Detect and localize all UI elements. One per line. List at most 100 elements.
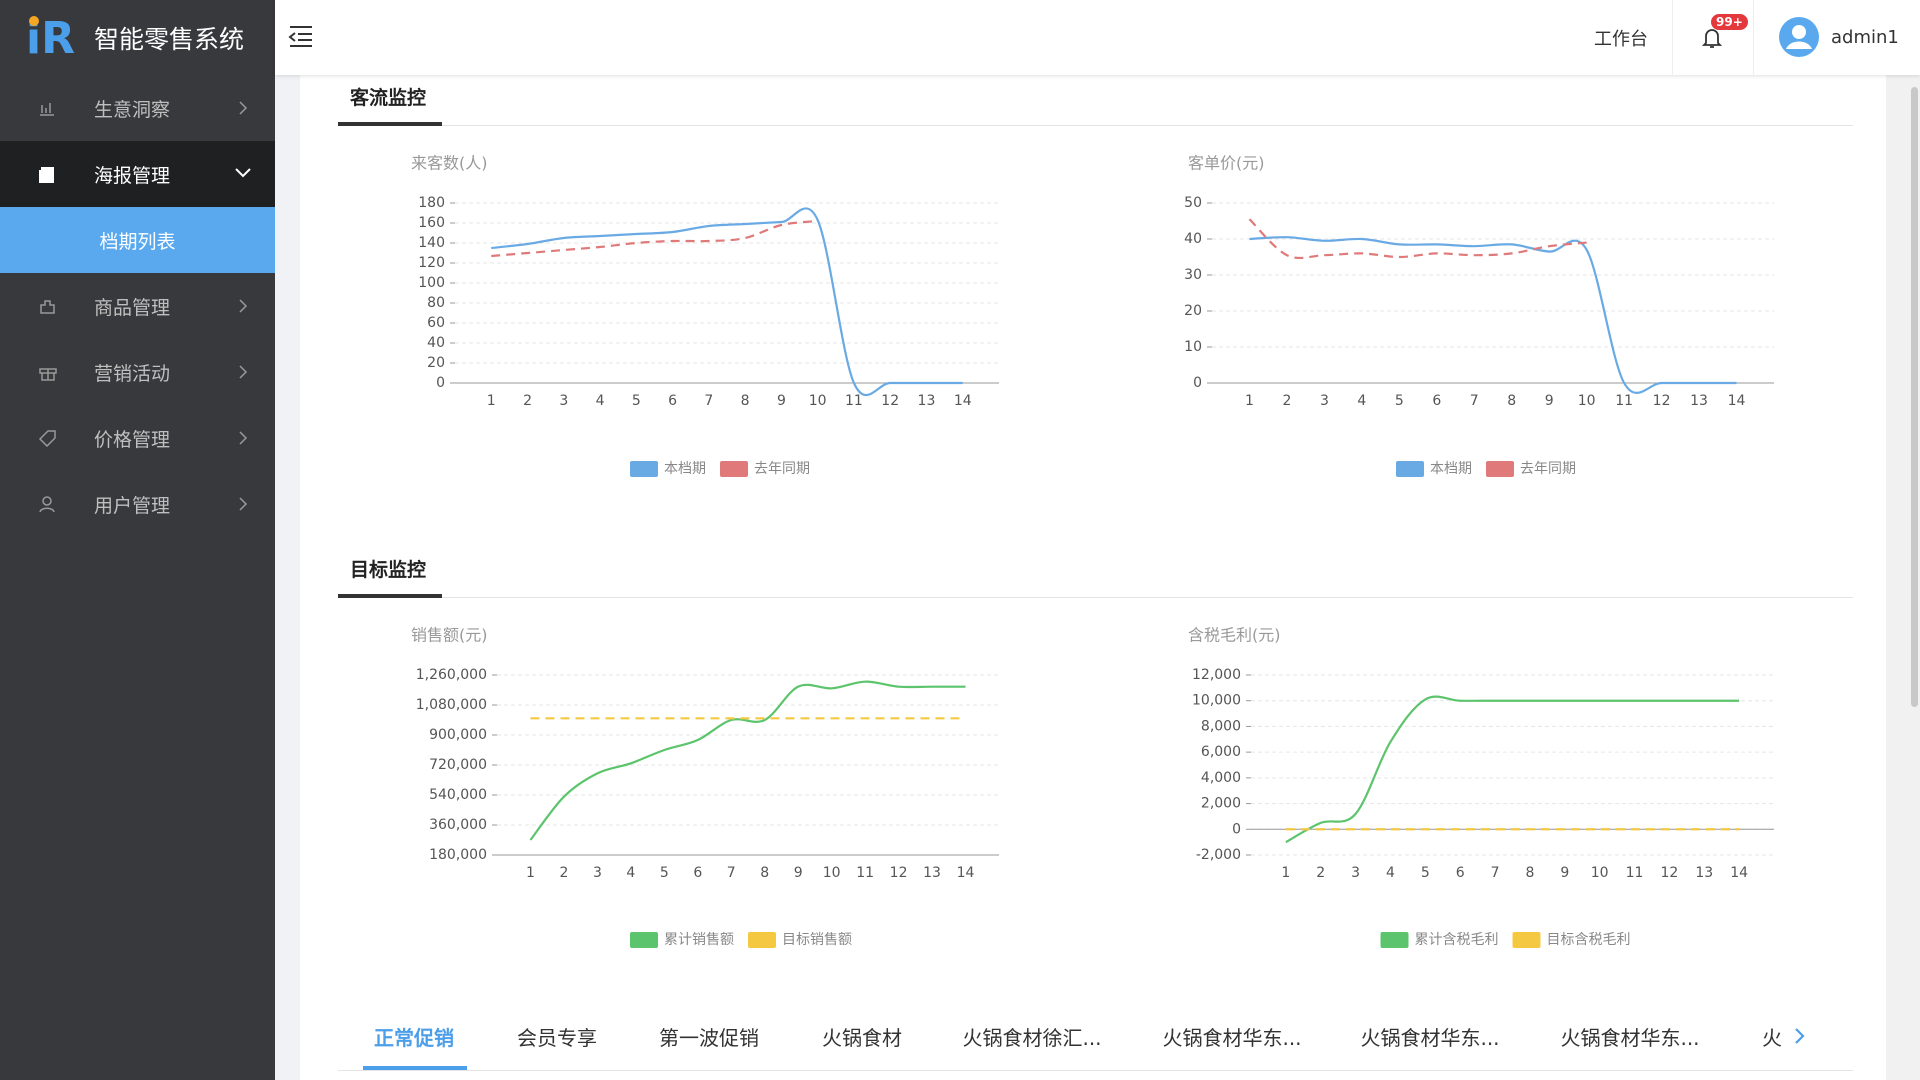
legend-swatch <box>720 461 748 477</box>
y-tick-label: 360,000 <box>429 817 487 833</box>
x-tick-label: 1 <box>1245 393 1254 409</box>
x-tick-label: 13 <box>1690 393 1708 409</box>
x-tick-label: 6 <box>668 393 677 409</box>
menu-item[interactable]: 营销活动 <box>0 339 275 405</box>
y-axis-title: 客单价(元) <box>1188 154 1265 173</box>
bell[interactable] <box>1702 26 1722 50</box>
x-tick-label: 14 <box>1728 393 1746 409</box>
y-tick-label: 40 <box>1184 231 1202 247</box>
y-tick-label: 1,260,000 <box>416 667 487 683</box>
x-tick-label: 6 <box>1432 393 1441 409</box>
badge: 99+ <box>1711 14 1748 30</box>
tab[interactable]: 火锅食材 <box>822 1026 902 1050</box>
workbench-link[interactable]: 工作台 <box>1594 29 1648 50</box>
y-tick-label: 50 <box>1184 195 1202 211</box>
y-tick-label: 180,000 <box>429 847 487 863</box>
y-tick-label: 8,000 <box>1201 718 1241 734</box>
x-tick-label: 12 <box>1653 393 1671 409</box>
scroll-thumb[interactable] <box>1911 87 1918 707</box>
legend-swatch <box>1486 461 1514 477</box>
legend-swatch <box>630 461 658 477</box>
x-tick-label: 6 <box>693 865 702 881</box>
tab[interactable]: 火 <box>1762 1026 1782 1050</box>
divider <box>1753 0 1754 75</box>
tab[interactable]: 火锅食材华东... <box>1560 1026 1700 1050</box>
y-tick-label: 180 <box>418 195 445 211</box>
chevron <box>239 431 248 445</box>
x-tick-label: 11 <box>1626 865 1644 881</box>
x-tick-label: 7 <box>704 393 713 409</box>
brand-name: 智能零售系统 <box>94 24 245 54</box>
y-tick-label: 10 <box>1184 339 1202 355</box>
x-tick-label: 7 <box>1470 393 1479 409</box>
tab[interactable]: 火锅食材华东... <box>1360 1026 1500 1050</box>
chevron <box>239 101 248 115</box>
y-tick-label: 0 <box>1232 821 1241 837</box>
legend-label: 去年同期 <box>1520 461 1576 477</box>
y-axis-title: 销售额(元) <box>411 626 488 645</box>
legend-label: 累计销售额 <box>664 932 734 948</box>
menu-item[interactable]: 用户管理 <box>0 471 275 537</box>
y-tick-label: 100 <box>418 275 445 291</box>
tab[interactable]: 第一波促销 <box>659 1026 759 1050</box>
menu-item[interactable]: 商品管理 <box>0 273 275 339</box>
y-tick-label: 20 <box>1184 303 1202 319</box>
x-tick-label: 11 <box>856 865 874 881</box>
legend-label: 去年同期 <box>754 461 810 477</box>
legend-swatch <box>1396 461 1424 477</box>
x-tick-label: 13 <box>1695 865 1713 881</box>
avatar[interactable] <box>1778 16 1820 58</box>
section-rule <box>338 122 1853 126</box>
y-tick-label: 0 <box>436 375 445 391</box>
legend-swatch <box>630 932 658 948</box>
x-tick-label: 5 <box>1395 393 1404 409</box>
tab[interactable]: 火锅食材徐汇... <box>962 1026 1102 1050</box>
y-tick-label: 30 <box>1184 267 1202 283</box>
menu-item[interactable]: 价格管理 <box>0 405 275 471</box>
x-tick-label: 2 <box>1282 393 1291 409</box>
y-tick-label: 120 <box>418 255 445 271</box>
x-tick-label: 2 <box>523 393 532 409</box>
x-tick-label: 7 <box>1491 865 1500 881</box>
tab[interactable]: 正常促销 <box>374 1026 454 1050</box>
x-tick-label: 9 <box>1560 865 1569 881</box>
menu-toggle[interactable] <box>287 24 315 48</box>
x-tick-label: 13 <box>923 865 941 881</box>
legend-label: 累计含税毛利 <box>1415 932 1499 948</box>
series-line <box>491 207 963 397</box>
y-tick-label: 540,000 <box>429 787 487 803</box>
section-title: 目标监控 <box>350 559 427 581</box>
submenu-item[interactable]: 档期列表 <box>0 207 275 273</box>
tab[interactable]: 火锅食材华东... <box>1162 1026 1302 1050</box>
y-tick-label: 1,080,000 <box>416 697 487 713</box>
x-tick-label: 11 <box>1615 393 1633 409</box>
tab[interactable]: 会员专享 <box>517 1026 597 1050</box>
series-line <box>1248 218 1587 260</box>
brand: iR 智能零售系统 <box>0 0 275 75</box>
legend-label: 本档期 <box>1430 461 1472 477</box>
username[interactable]: admin1 <box>1831 27 1899 48</box>
section-title: 客流监控 <box>350 87 427 109</box>
x-tick-label: 12 <box>1660 865 1678 881</box>
header: 工作台 99+ admin1 <box>275 0 1920 75</box>
x-tick-label: 13 <box>918 393 936 409</box>
series-line <box>1249 236 1737 394</box>
x-tick-label: 14 <box>1730 865 1748 881</box>
sidebar: iR 智能零售系统 生意洞察 海报管理 档期列表 商品管理 营销活动 价格管理 … <box>0 0 275 1080</box>
menu-item[interactable]: 生意洞察 <box>0 75 275 141</box>
divider <box>1672 0 1673 75</box>
menu-item[interactable]: 海报管理 <box>0 141 275 207</box>
x-tick-label: 6 <box>1456 865 1465 881</box>
x-tick-label: 8 <box>760 865 769 881</box>
x-tick-label: 10 <box>1578 393 1596 409</box>
tab-next[interactable] <box>1794 1027 1806 1045</box>
y-tick-label: 12,000 <box>1192 667 1241 683</box>
chevron <box>239 365 248 379</box>
icon <box>40 300 55 314</box>
x-tick-label: 14 <box>957 865 975 881</box>
series-line <box>1285 695 1740 844</box>
x-tick-label: 14 <box>954 393 972 409</box>
menu-label: 生意洞察 <box>94 98 171 121</box>
y-tick-label: 0 <box>1193 375 1202 391</box>
